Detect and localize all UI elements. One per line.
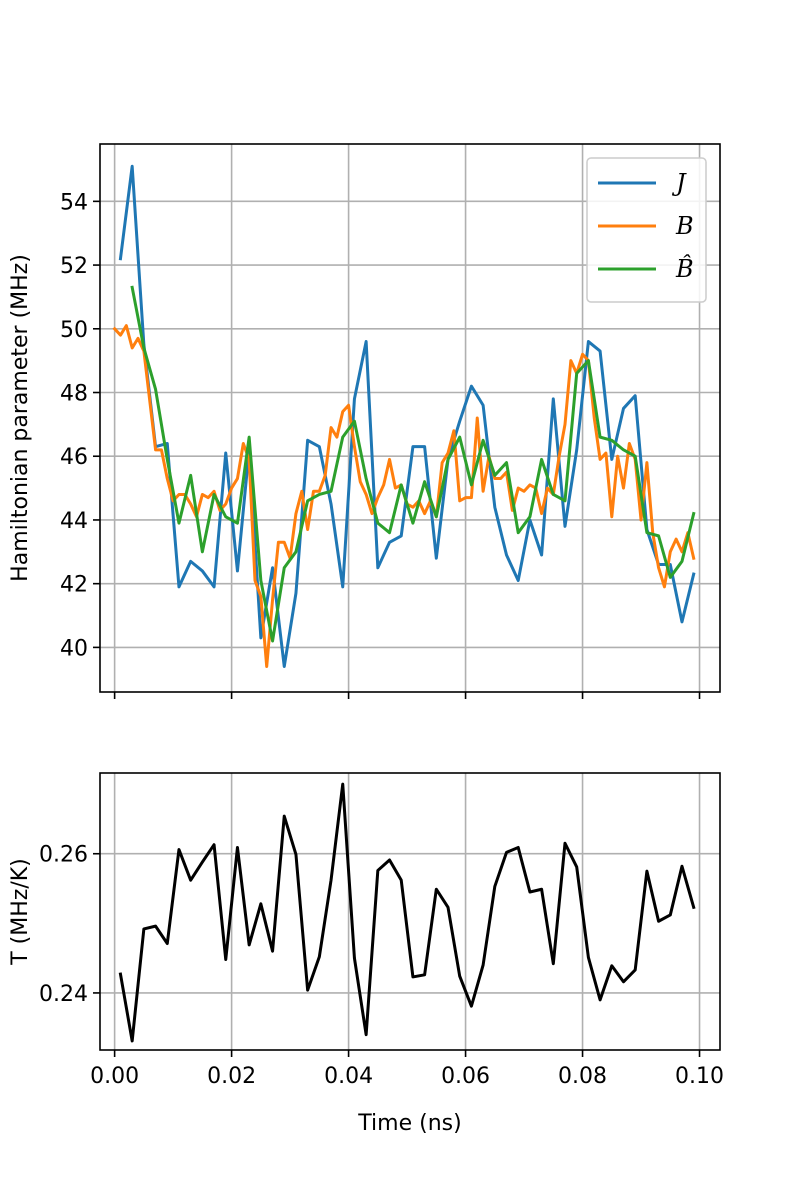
y-tick-label: 52 bbox=[60, 254, 88, 279]
y-tick-label: 42 bbox=[60, 573, 88, 598]
y-tick-label: 46 bbox=[60, 445, 88, 470]
x-tick-label: 0.10 bbox=[675, 1064, 724, 1089]
y-tick-label: 0.26 bbox=[39, 843, 88, 868]
x-tick-label: 0.00 bbox=[90, 1064, 139, 1089]
y-tick-label: 54 bbox=[60, 190, 88, 215]
y-tick-label: 44 bbox=[60, 509, 88, 534]
y-axis-label: T (MHz/K) bbox=[8, 858, 33, 966]
legend-box bbox=[586, 157, 707, 303]
bottom-chart: 0.00 0.02 0.04 0.06 0.08 0.10 0.24 0.26T (MHz/K… bbox=[8, 772, 724, 1136]
x-tick-label: 0.02 bbox=[207, 1064, 256, 1089]
y-tick-label: 48 bbox=[60, 382, 88, 407]
y-tick-label: 0.24 bbox=[39, 982, 88, 1007]
top-chart: 40 42 44 46 48 50 52 54 Hamiltonian parameter (M… bbox=[8, 143, 721, 699]
plot-frame bbox=[99, 772, 721, 1051]
y-axis-label: Hamiltonian parameter (MHz) bbox=[8, 254, 33, 582]
series-line-series-2 bbox=[130, 285, 696, 643]
legend-label-2: B̂ bbox=[675, 255, 694, 283]
x-tick-label: 0.08 bbox=[558, 1064, 607, 1089]
plot-frame bbox=[99, 143, 721, 693]
series-line-temperature bbox=[118, 782, 696, 1043]
x-tick-label: 0.04 bbox=[324, 1064, 373, 1089]
legend: JBB̂ bbox=[586, 157, 707, 303]
y-tick-label: 40 bbox=[60, 636, 88, 661]
x-axis-label: Time (ns) bbox=[357, 1111, 461, 1136]
legend-label-1: B bbox=[675, 212, 694, 240]
series-line-series-0 bbox=[118, 164, 696, 669]
y-tick-label: 50 bbox=[60, 318, 88, 343]
x-tick-label: 0.06 bbox=[441, 1064, 490, 1089]
